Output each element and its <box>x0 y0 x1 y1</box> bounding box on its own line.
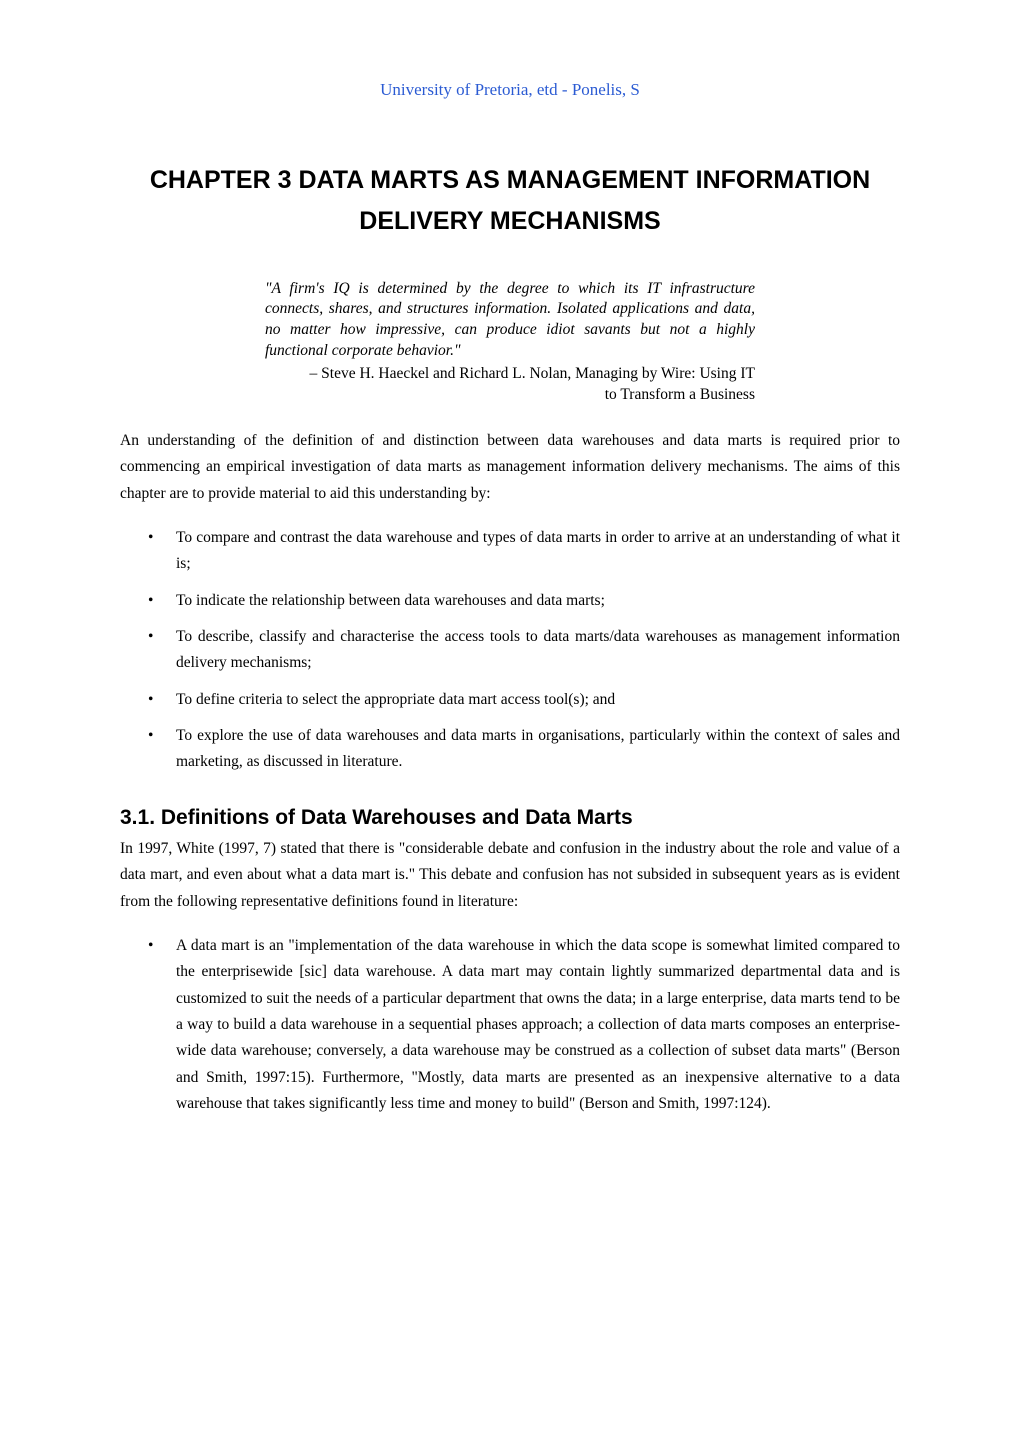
epigraph: "A firm's IQ is determined by the degree… <box>265 279 755 407</box>
aim-item: To explore the use of data warehouses an… <box>120 723 900 776</box>
aim-item: To define criteria to select the appropr… <box>120 687 900 713</box>
epigraph-attribution-line2: to Transform a Business <box>605 386 755 403</box>
intro-paragraph: An understanding of the definition of an… <box>120 428 900 507</box>
aim-item: To compare and contrast the data warehou… <box>120 525 900 578</box>
epigraph-attribution: – Steve H. Haeckel and Richard L. Nolan,… <box>265 364 755 406</box>
aim-item: To indicate the relationship between dat… <box>120 588 900 614</box>
epigraph-quote: "A firm's IQ is determined by the degree… <box>265 279 755 363</box>
aim-item: To describe, classify and characterise t… <box>120 624 900 677</box>
chapter-title-line1: CHAPTER 3 DATA MARTS AS MANAGEMENT INFOR… <box>150 166 870 194</box>
chapter-title: CHAPTER 3 DATA MARTS AS MANAGEMENT INFOR… <box>120 160 900 243</box>
header-repository-link[interactable]: University of Pretoria, etd - Ponelis, S <box>120 80 900 100</box>
definitions-list: A data mart is an "implementation of the… <box>120 933 900 1117</box>
section-3-1-para1: In 1997, White (1997, 7) stated that the… <box>120 836 900 915</box>
page: University of Pretoria, etd - Ponelis, S… <box>0 0 1020 1443</box>
chapter-aims-list: To compare and contrast the data warehou… <box>120 525 900 776</box>
definition-item: A data mart is an "implementation of the… <box>120 933 900 1117</box>
section-heading-3-1: 3.1. Definitions of Data Warehouses and … <box>120 806 900 830</box>
epigraph-attribution-line1: – Steve H. Haeckel and Richard L. Nolan,… <box>310 365 755 382</box>
chapter-title-line2: DELIVERY MECHANISMS <box>359 207 660 235</box>
